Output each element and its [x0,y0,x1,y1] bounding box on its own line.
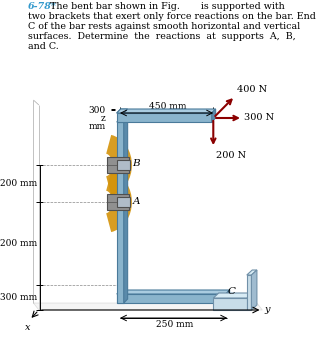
Text: mm: mm [88,122,106,131]
Text: two brackets that exert only force reactions on the bar. End: two brackets that exert only force react… [28,12,316,21]
Bar [117,197,130,207]
Polygon shape [213,293,252,298]
Bar [117,113,212,122]
Polygon shape [247,270,257,275]
Text: 300: 300 [89,106,106,115]
Text: surfaces.  Determine  the  reactions  at  supports  A,  B,: surfaces. Determine the reactions at sup… [28,32,296,41]
Text: and C.: and C. [28,42,59,51]
Text: C of the bar rests against smooth horizontal and vertical: C of the bar rests against smooth horizo… [28,22,300,31]
Bar [247,275,251,310]
Text: 200 mm: 200 mm [0,239,37,248]
Polygon shape [117,109,128,113]
Text: B: B [132,159,140,169]
Text: z: z [101,114,106,123]
Polygon shape [117,109,216,113]
Text: 200 N: 200 N [216,151,246,160]
Text: 300 mm: 300 mm [0,293,37,302]
Text: 300 N: 300 N [244,113,275,121]
Polygon shape [226,290,230,303]
Text: 450 mm: 450 mm [149,102,187,111]
Bar [117,160,130,170]
Bar [107,157,129,173]
Bar [107,194,129,210]
Bar [117,122,124,303]
Text: x: x [25,323,31,332]
Text: C: C [227,288,235,296]
Bar [213,298,247,310]
Text: 250 mm: 250 mm [157,320,194,329]
Polygon shape [212,109,216,122]
Text: 6-78*: 6-78* [28,2,57,11]
Polygon shape [33,303,262,310]
Bar [117,294,226,303]
Polygon shape [124,118,128,303]
Text: y: y [265,306,270,315]
Text: A: A [132,197,140,205]
Text: 200 mm: 200 mm [0,179,37,188]
Polygon shape [251,270,257,310]
Polygon shape [117,118,128,122]
Polygon shape [117,290,230,294]
Text: 400 N: 400 N [237,85,267,94]
Text: The bent bar shown in Fig.       is supported with: The bent bar shown in Fig. is supported … [50,2,285,11]
